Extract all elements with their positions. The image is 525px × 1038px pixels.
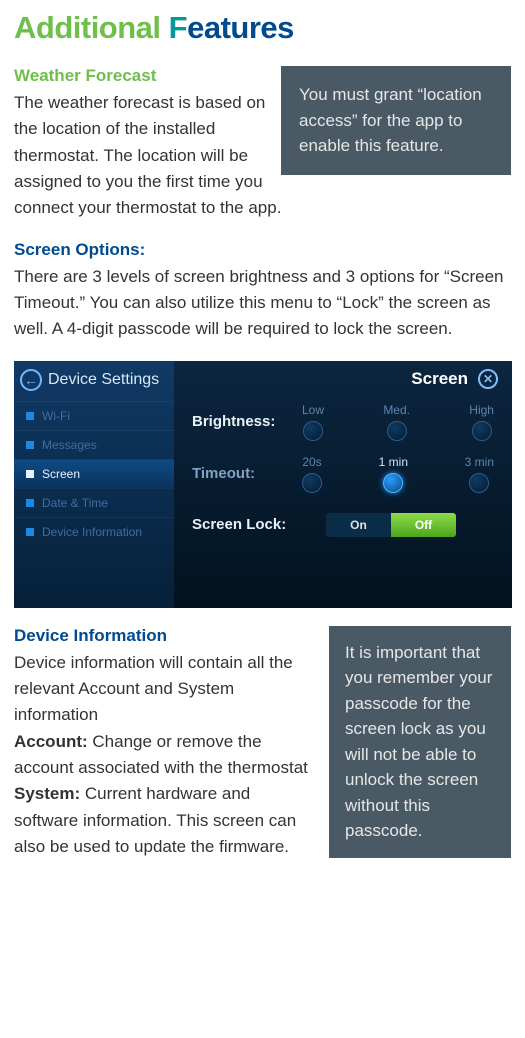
device-settings-screenshot: ← Device Settings Wi-Fi Messages Screen … <box>14 361 512 608</box>
square-icon <box>26 528 34 536</box>
device-panel: Screen ✕ Brightness: Low Med. High Timeo… <box>174 361 512 608</box>
device-info-intro: Device information will contain all the … <box>14 653 293 725</box>
radio-icon <box>469 473 489 493</box>
square-icon <box>26 412 34 420</box>
radio-icon <box>302 473 322 493</box>
sidebar-item-label: Wi-Fi <box>42 409 70 423</box>
screen-lock-toggle[interactable]: On Off <box>326 513 456 537</box>
brightness-opt-high[interactable]: High <box>469 403 494 441</box>
toggle-off: Off <box>391 513 456 537</box>
passcode-callout: It is important that you remember your p… <box>329 626 511 858</box>
device-info-section: It is important that you remember your p… <box>14 626 511 864</box>
radio-icon <box>383 473 403 493</box>
system-label: System: <box>14 784 80 803</box>
brightness-options: Low Med. High <box>302 403 498 441</box>
sidebar-item-label: Date & Time <box>42 496 108 510</box>
radio-icon <box>472 421 492 441</box>
panel-title: Screen <box>411 369 468 389</box>
sidebar-item-label: Messages <box>42 438 97 452</box>
toggle-on: On <box>326 513 391 537</box>
square-icon <box>26 470 34 478</box>
sidebar-item-label: Screen <box>42 467 80 481</box>
radio-icon <box>303 421 323 441</box>
device-sidebar: ← Device Settings Wi-Fi Messages Screen … <box>14 361 174 608</box>
screen-lock-row: Screen Lock: On Off <box>192 513 498 537</box>
close-icon[interactable]: ✕ <box>478 369 498 389</box>
timeout-label: Timeout: <box>192 465 302 482</box>
sidebar-item-label: Device Information <box>42 525 142 539</box>
title-word2-first: F <box>169 10 187 45</box>
brightness-row: Brightness: Low Med. High <box>192 403 498 441</box>
account-label: Account: <box>14 732 88 751</box>
sidebar-item-messages[interactable]: Messages <box>14 430 174 459</box>
screen-options-heading: Screen Options: <box>14 240 511 260</box>
back-arrow-icon[interactable]: ← <box>20 369 42 391</box>
brightness-opt-low[interactable]: Low <box>302 403 324 441</box>
square-icon <box>26 499 34 507</box>
sidebar-item-datetime[interactable]: Date & Time <box>14 488 174 517</box>
title-word2-rest: eatures <box>187 10 294 45</box>
page-title: Additional Features <box>14 10 511 46</box>
sidebar-title: Device Settings <box>48 371 159 389</box>
timeout-opt-20s[interactable]: 20s <box>302 455 322 493</box>
weather-callout: You must grant “location access” for the… <box>281 66 511 175</box>
square-icon <box>26 441 34 449</box>
screen-options-section: Screen Options: There are 3 levels of sc… <box>14 240 511 343</box>
brightness-opt-med[interactable]: Med. <box>383 403 410 441</box>
panel-header: Screen ✕ <box>192 369 498 389</box>
timeout-opt-1min[interactable]: 1 min <box>379 455 408 493</box>
weather-section: You must grant “location access” for the… <box>14 66 511 222</box>
timeout-opt-3min[interactable]: 3 min <box>465 455 494 493</box>
sidebar-item-deviceinfo[interactable]: Device Information <box>14 517 174 546</box>
sidebar-header[interactable]: ← Device Settings <box>14 361 174 401</box>
timeout-options: 20s 1 min 3 min <box>302 455 498 493</box>
timeout-row: Timeout: 20s 1 min 3 min <box>192 455 498 493</box>
brightness-label: Brightness: <box>192 413 302 430</box>
screen-options-text: There are 3 levels of screen brightness … <box>14 264 511 343</box>
radio-icon <box>387 421 407 441</box>
title-word1: Additional <box>14 10 161 45</box>
screen-lock-label: Screen Lock: <box>192 516 302 533</box>
sidebar-item-screen[interactable]: Screen <box>14 459 174 488</box>
sidebar-item-wifi[interactable]: Wi-Fi <box>14 401 174 430</box>
